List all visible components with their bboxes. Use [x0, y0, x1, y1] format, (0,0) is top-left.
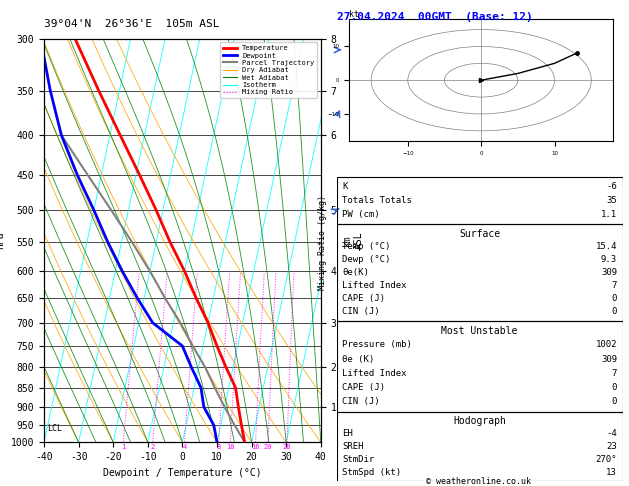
Text: CIN (J): CIN (J): [342, 398, 380, 406]
Text: Mixing Ratio (g/kg): Mixing Ratio (g/kg): [318, 195, 327, 291]
Text: CAPE (J): CAPE (J): [342, 383, 385, 392]
Text: 39°04'N  26°36'E  105m ASL: 39°04'N 26°36'E 105m ASL: [44, 19, 220, 30]
Text: Totals Totals: Totals Totals: [342, 196, 412, 205]
Text: 309: 309: [601, 268, 617, 277]
Text: K: K: [342, 182, 348, 191]
Text: 7: 7: [611, 369, 617, 378]
Text: EH: EH: [342, 429, 353, 438]
Text: kt: kt: [349, 10, 359, 19]
Text: SREH: SREH: [342, 442, 364, 451]
Text: 270°: 270°: [596, 455, 617, 464]
Text: 0: 0: [611, 307, 617, 316]
Text: Most Unstable: Most Unstable: [442, 326, 518, 336]
Text: 27.04.2024  00GMT  (Base: 12): 27.04.2024 00GMT (Base: 12): [337, 12, 532, 22]
Text: 10: 10: [226, 444, 235, 450]
Text: LCL: LCL: [48, 424, 62, 433]
Text: 7: 7: [611, 281, 617, 290]
Legend: Temperature, Dewpoint, Parcel Trajectory, Dry Adiabat, Wet Adiabat, Isotherm, Mi: Temperature, Dewpoint, Parcel Trajectory…: [220, 42, 317, 98]
Text: StmDir: StmDir: [342, 455, 374, 464]
Text: 35: 35: [606, 196, 617, 205]
Text: 1.1: 1.1: [601, 210, 617, 219]
Text: 28: 28: [283, 444, 291, 450]
Text: Hodograph: Hodograph: [453, 416, 506, 426]
Text: 15.4: 15.4: [596, 242, 617, 251]
Text: 16: 16: [252, 444, 260, 450]
Text: 2: 2: [150, 444, 155, 450]
Text: 1002: 1002: [596, 340, 617, 349]
Text: θe (K): θe (K): [342, 355, 374, 364]
Text: 13: 13: [606, 468, 617, 477]
Y-axis label: hPa: hPa: [0, 232, 5, 249]
Text: 0: 0: [611, 383, 617, 392]
X-axis label: Dewpoint / Temperature (°C): Dewpoint / Temperature (°C): [103, 468, 262, 478]
Bar: [337, 412, 623, 481]
Text: Temp (°C): Temp (°C): [342, 242, 391, 251]
Bar: [337, 225, 623, 321]
Text: θe(K): θe(K): [342, 268, 369, 277]
Text: Surface: Surface: [459, 228, 500, 239]
Text: 0: 0: [611, 398, 617, 406]
Text: 9.3: 9.3: [601, 255, 617, 264]
Text: 8: 8: [216, 444, 221, 450]
Bar: [337, 321, 623, 412]
Y-axis label: km
ASL: km ASL: [342, 232, 364, 249]
Text: CIN (J): CIN (J): [342, 307, 380, 316]
Bar: [337, 177, 623, 225]
Text: PW (cm): PW (cm): [342, 210, 380, 219]
Text: © weatheronline.co.uk: © weatheronline.co.uk: [426, 477, 530, 486]
Text: 1: 1: [121, 444, 125, 450]
Text: CAPE (J): CAPE (J): [342, 294, 385, 303]
Text: -4: -4: [606, 429, 617, 438]
Text: Pressure (mb): Pressure (mb): [342, 340, 412, 349]
Text: 4: 4: [182, 444, 187, 450]
Text: StmSpd (kt): StmSpd (kt): [342, 468, 401, 477]
Text: 23: 23: [606, 442, 617, 451]
Text: 20: 20: [264, 444, 272, 450]
Text: Lifted Index: Lifted Index: [342, 281, 407, 290]
Text: 0: 0: [611, 294, 617, 303]
Text: -6: -6: [606, 182, 617, 191]
Text: 309: 309: [601, 355, 617, 364]
Text: Dewp (°C): Dewp (°C): [342, 255, 391, 264]
Text: Lifted Index: Lifted Index: [342, 369, 407, 378]
